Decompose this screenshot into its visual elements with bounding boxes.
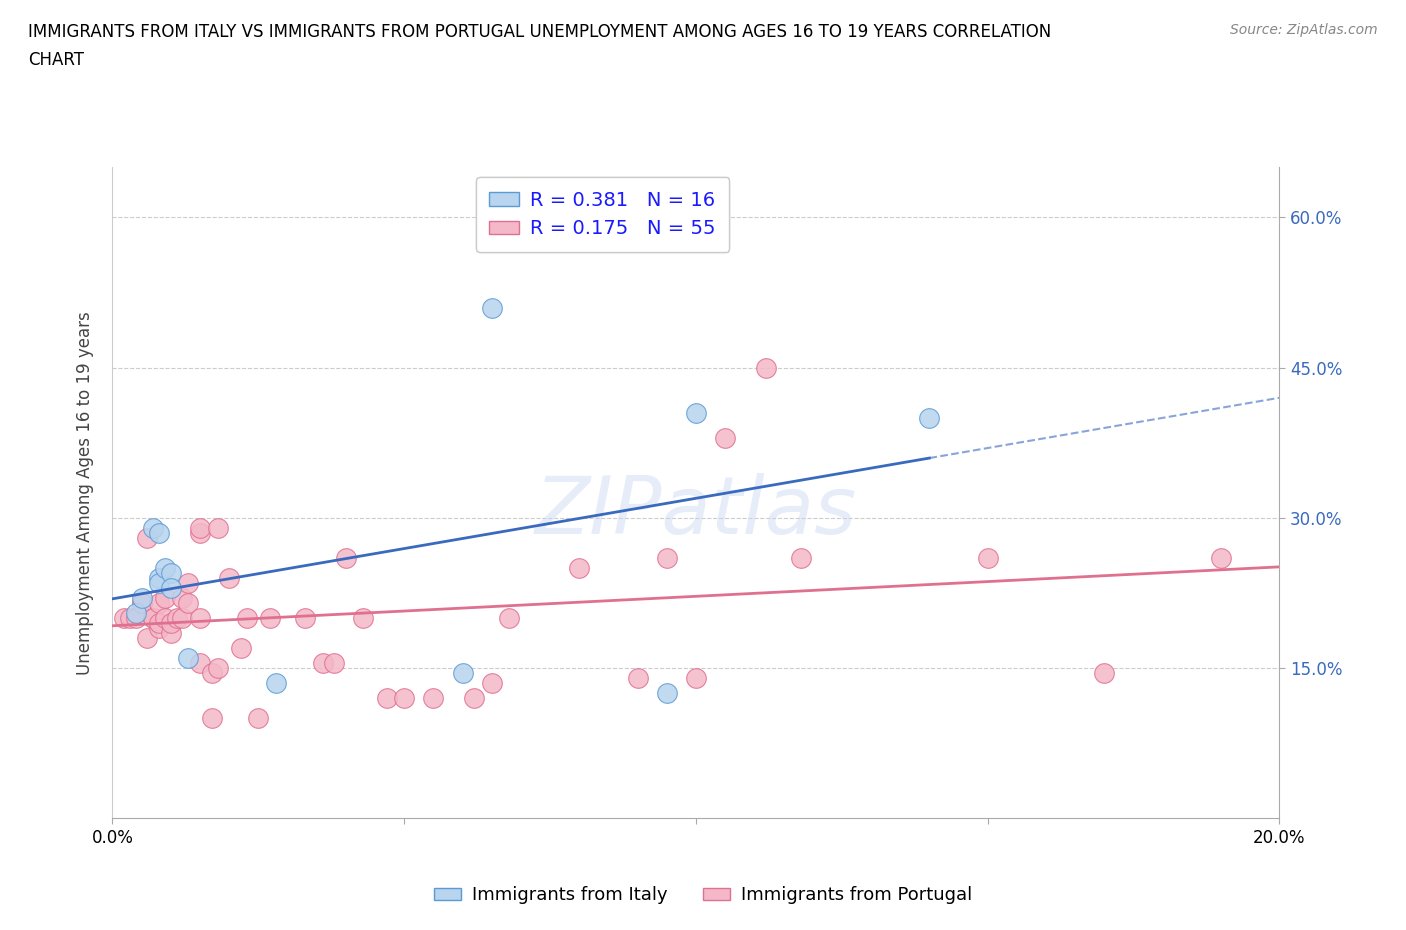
Point [335,551,357,565]
Point [188,525,211,540]
Point [375,691,398,706]
Point [207,660,229,675]
Point [160,565,183,580]
Point [235,611,257,626]
Point [392,691,416,706]
Point [247,711,270,725]
Point [568,561,591,576]
Point [148,595,170,610]
Point [976,551,998,565]
Text: Source: ZipAtlas.com: Source: ZipAtlas.com [1230,23,1378,37]
Point [714,431,737,445]
Point [142,611,165,626]
Point [112,611,135,626]
Legend: Immigrants from Italy, Immigrants from Portugal: Immigrants from Italy, Immigrants from P… [426,879,980,911]
Point [229,641,252,656]
Point [148,571,170,586]
Point [153,611,176,626]
Text: CHART: CHART [28,51,84,69]
Point [264,676,287,691]
Point [166,611,188,626]
Point [201,666,224,681]
Point [352,611,374,626]
Point [218,571,240,586]
Point [172,611,194,626]
Point [655,685,678,700]
Point [918,410,941,425]
Point [148,620,170,635]
Point [125,605,148,620]
Y-axis label: Unemployment Among Ages 16 to 19 years: Unemployment Among Ages 16 to 19 years [76,311,94,675]
Point [177,576,200,591]
Point [201,711,224,725]
Point [755,360,778,375]
Point [422,691,444,706]
Legend: R = 0.381   N = 16, R = 0.175   N = 55: R = 0.381 N = 16, R = 0.175 N = 55 [475,177,730,252]
Point [148,616,170,631]
Point [188,656,211,671]
Point [148,576,170,591]
Point [188,521,211,536]
Point [294,611,316,626]
Point [177,595,200,610]
Point [177,651,200,666]
Point [148,525,170,540]
Point [790,551,813,565]
Point [451,666,474,681]
Point [172,591,194,605]
Point [685,671,707,685]
Point [131,595,153,610]
Point [136,631,159,645]
Point [685,405,707,420]
Point [160,580,183,595]
Point [160,616,183,631]
Point [142,521,165,536]
Point [160,626,183,641]
Point [655,551,678,565]
Point [311,656,333,671]
Point [125,611,148,626]
Point [131,591,153,605]
Text: IMMIGRANTS FROM ITALY VS IMMIGRANTS FROM PORTUGAL UNEMPLOYMENT AMONG AGES 16 TO : IMMIGRANTS FROM ITALY VS IMMIGRANTS FROM… [28,23,1052,41]
Point [131,595,153,610]
Point [142,611,165,626]
Point [153,591,176,605]
Text: ZIPatlas: ZIPatlas [534,473,858,551]
Point [498,611,520,626]
Point [259,611,281,626]
Point [481,300,503,315]
Point [153,561,176,576]
Point [136,530,159,545]
Point [188,611,211,626]
Point [118,611,141,626]
Point [1092,666,1115,681]
Point [463,691,485,706]
Point [626,671,648,685]
Point [481,676,503,691]
Point [207,521,229,536]
Point [1209,551,1232,565]
Point [323,656,346,671]
